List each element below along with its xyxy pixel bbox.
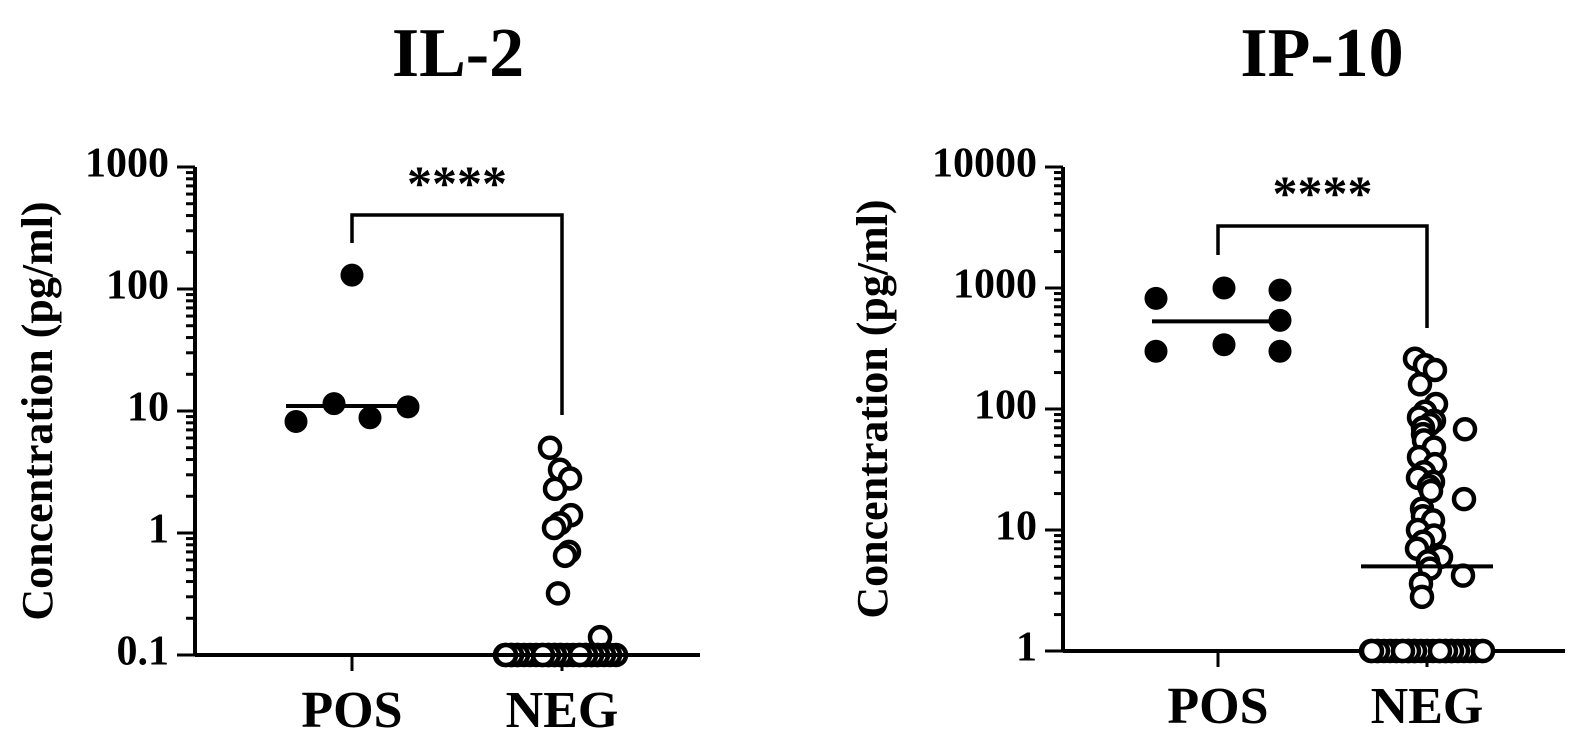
significance-bracket [350, 213, 564, 415]
pos-point [1212, 276, 1236, 300]
neg-point [1409, 584, 1435, 610]
y-tick-label: 10 [995, 504, 1037, 550]
x-tick-label: POS [1167, 678, 1268, 735]
y-tick-label: 0.1 [117, 629, 170, 675]
pos-point [358, 406, 382, 430]
pos-point [1212, 333, 1236, 357]
neg-point [1390, 638, 1416, 664]
y-tick-label: 1 [148, 507, 169, 553]
neg-point [1422, 357, 1448, 383]
neg-point [1451, 486, 1477, 512]
y-tick-label: 10000 [932, 141, 1037, 187]
neg-point [542, 476, 568, 502]
il2-panel: IL-2 Concentration (pg/ml) 0.1 1 10 100 1000 PO… [13, 15, 700, 739]
pos-point [340, 263, 364, 287]
pos-point [1268, 278, 1292, 302]
chart-title: IP-10 [1240, 15, 1403, 92]
y-tick-label: 10 [127, 385, 169, 431]
pos-point [1144, 286, 1168, 310]
chart-title: IL-2 [392, 15, 524, 92]
significance-label: **** [1273, 165, 1373, 221]
y-axis-label: Concentration (pg/ml) [848, 199, 897, 618]
neg-point [1407, 372, 1433, 397]
neg-point [537, 435, 563, 460]
neg-point [541, 515, 567, 541]
y-tick-label: 1000 [953, 262, 1037, 308]
pos-point [1144, 339, 1168, 363]
ip10-panel: IP-10 Concentration (pg/ml) 1 10 100 1000 1000… [848, 15, 1565, 735]
neg-point [1359, 638, 1385, 664]
pos-point [322, 392, 346, 416]
y-tick-label: 100 [974, 383, 1037, 429]
neg-point [545, 581, 571, 606]
neg-point [552, 543, 578, 569]
y-axis-label: Concentration (pg/ml) [13, 201, 62, 620]
pos-point [284, 410, 308, 434]
significance-label: **** [407, 155, 507, 211]
significance-bracket [1216, 224, 1429, 328]
x-tick-label: NEG [1371, 678, 1484, 735]
y-tick-label: 1000 [85, 141, 169, 187]
neg-point [1450, 563, 1476, 588]
x-tick-label: NEG [506, 682, 619, 739]
neg-point [1452, 417, 1478, 442]
x-tick-label: POS [301, 682, 402, 739]
pos-point [1268, 339, 1292, 363]
y-tick-label: 1 [1016, 625, 1037, 671]
neg-point [1470, 638, 1496, 664]
neg-point [1427, 638, 1453, 664]
y-tick-label: 100 [106, 263, 169, 309]
